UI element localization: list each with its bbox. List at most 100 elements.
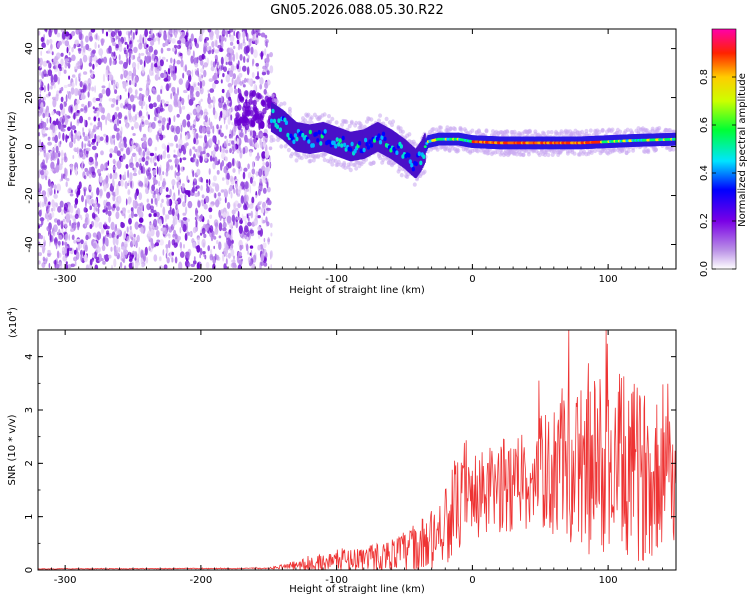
spectrogram-noise-cell (134, 221, 139, 230)
spectrogram-noise-cell (172, 195, 175, 200)
spectrogram-halo-cell (527, 129, 532, 134)
spectrogram-noise-cell (75, 251, 80, 260)
spectrogram-noise-cell (103, 163, 106, 172)
spectrogram-noise-cell (83, 188, 86, 197)
spectrogram-noise-cell (151, 121, 156, 130)
spectrogram-noise-cell (104, 176, 109, 184)
spectrogram-noise-cell (71, 54, 76, 62)
spectrogram-noise-cell (43, 236, 45, 243)
spectrogram-noise-cell (187, 94, 190, 102)
spectrogram-noise-cell (82, 84, 87, 93)
spectrogram-noise-cell (90, 29, 96, 33)
spectrogram-noise-cell (43, 258, 48, 265)
spectrogram-noise-cell (101, 85, 106, 89)
spectrogram-noise-cell (163, 77, 169, 82)
spectrogram-noise-cell (159, 187, 163, 194)
spectrogram-noise-cell (165, 83, 170, 92)
spectrogram-noise-cell (158, 29, 163, 34)
spectrogram-noise-cell (182, 148, 187, 155)
spectrogram-noise-cell (127, 188, 131, 195)
spectrogram-noise-cell (67, 264, 72, 269)
spectrogram-noise-cell (106, 112, 111, 121)
spectrogram-noise-cell (244, 220, 248, 226)
spectrogram-core-cell (399, 144, 403, 149)
spectrogram-noise-cell (269, 155, 271, 163)
spectrogram-noise-cell (191, 186, 195, 193)
spectrogram-noise-cell (101, 228, 105, 233)
spectrogram-noise-cell (111, 98, 116, 103)
spectrogram-noise-cell (39, 200, 42, 209)
spectrogram-noise-cell (173, 154, 178, 159)
spectrogram-noise-cell (149, 140, 153, 144)
spectrogram-noise-cell (46, 110, 50, 118)
spectrogram-halo-cell (572, 151, 577, 156)
figure-title: GN05.2026.088.05.30.R22 (270, 3, 444, 18)
spectrogram-noise-cell (174, 65, 177, 74)
spectrogram-noise-cell (264, 167, 269, 177)
spectrogram-noise-cell (145, 90, 149, 96)
spectrogram-noise-cell (197, 145, 202, 151)
spectrogram-noise-cell (80, 249, 83, 256)
spectrogram-noise-cell (263, 88, 267, 95)
spectrogram-noise-cell (138, 192, 143, 201)
spectrogram-noise-cell (206, 186, 210, 194)
spectrogram-noise-cell (218, 69, 221, 76)
spectrogram-noise-cell (207, 245, 210, 252)
spectrogram-noise-cell (255, 195, 257, 199)
snr-x-tick-label: 0 (469, 575, 475, 586)
spectrogram-halo-cell (600, 127, 605, 133)
spectrogram-noise-cell (217, 139, 220, 146)
spectrogram-halo-cell (533, 129, 538, 134)
spectrogram-noise-cell (111, 134, 116, 139)
spectrogram-noise-cell (204, 115, 208, 123)
spectrogram-noise-cell (133, 46, 138, 54)
spectrogram-noise-cell (140, 226, 144, 234)
spectrogram-noise-cell (207, 45, 210, 52)
spectrogram-noise-cell (248, 203, 254, 209)
spectrogram-noise-cell (47, 249, 51, 254)
spectrogram-core-cell (362, 147, 366, 153)
spectrogram-halo-cell (294, 158, 299, 163)
spectrogram-noise-cell (184, 232, 188, 241)
spectrogram-noise-cell (163, 264, 168, 269)
spectrogram-noise-cell (183, 244, 185, 249)
spectrogram-noise-cell (218, 235, 222, 239)
spectrogram-noise-cell (153, 37, 156, 42)
spectrogram-noise-cell (223, 263, 227, 269)
spectrogram-noise-cell (210, 257, 213, 261)
spectrogram-noise-cell (125, 49, 129, 54)
spectrogram-noise-cell (98, 221, 103, 230)
spectrogram-noise-cell (264, 48, 267, 56)
spectrogram-noise-cell (126, 235, 130, 243)
spectrogram-noise-cell (162, 150, 167, 159)
spectrogram-noise-cell (210, 188, 214, 194)
spectrogram-noise-cell (171, 257, 174, 263)
spectrogram-noise-cell (64, 58, 70, 62)
spectrogram-noise-cell (138, 169, 141, 175)
spectrogram-halo-cell (618, 129, 623, 134)
spectrogram-noise-cell (216, 170, 220, 175)
spectrogram-noise-cell (140, 150, 143, 160)
spectrogram-noise-cell (121, 258, 125, 262)
spectrogram-halo-cell (359, 124, 364, 129)
spectrogram-noise-cell (75, 76, 78, 86)
spectrogram-noise-cell (172, 218, 176, 227)
spectrogram-noise-cell (117, 112, 123, 120)
spectrogram-noise-cell (124, 181, 128, 189)
spectrogram-noise-cell (56, 32, 61, 38)
spectrogram-noise-cell (175, 204, 178, 210)
spectrogram-noise-cell (262, 187, 267, 194)
spectrogram-noise-cell (176, 99, 182, 108)
spectrogram-noise-cell (39, 235, 44, 240)
spectrogram-noise-cell (129, 172, 133, 181)
spectrogram-noise-cell (262, 107, 267, 115)
spectrogram-noise-cell (166, 163, 171, 171)
spectrogram-noise-cell (83, 71, 88, 75)
spectrogram-noise-cell (116, 29, 118, 33)
spectrogram-noise-cell (149, 152, 155, 157)
spectrogram-noise-cell (158, 127, 162, 134)
spectrogram-noise-cell (125, 164, 129, 169)
spectrogram-noise-cell (94, 160, 98, 169)
spectrogram-noise-cell (49, 184, 54, 189)
spectrogram-noise-cell (170, 125, 175, 133)
